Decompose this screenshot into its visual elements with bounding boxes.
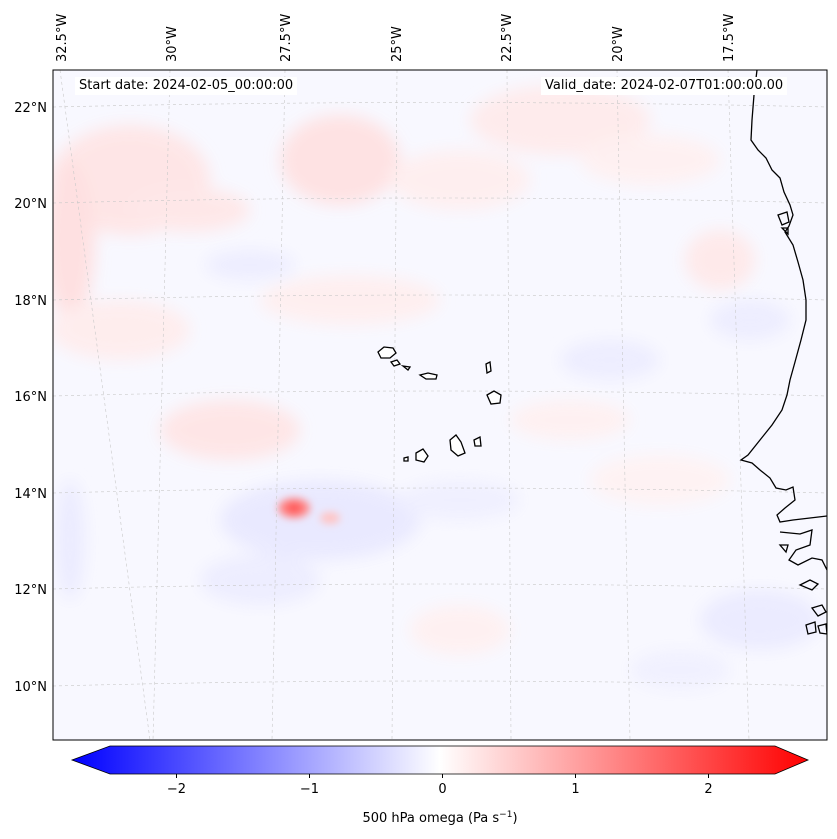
colorbar: −2 −1 0 1 2 500 hPa omega (Pa s−1) xyxy=(70,745,810,826)
west-africa-coastline xyxy=(739,70,827,635)
lon-label: 17.5°W xyxy=(722,14,737,62)
colorbar-tick-label: 0 xyxy=(438,782,446,797)
lon-label: 27.5°W xyxy=(279,14,294,62)
lat-label: 10°N xyxy=(14,680,47,695)
colorbar-tick-label: −2 xyxy=(167,782,186,797)
latitude-labels: 22°N 20°N 18°N 16°N 14°N 12°N 10°N xyxy=(14,101,47,695)
lon-label: 22.5°W xyxy=(500,14,515,62)
lat-label: 16°N xyxy=(14,390,47,405)
graticule xyxy=(53,70,827,740)
map-frame xyxy=(52,69,828,741)
lat-label: 20°N xyxy=(14,197,47,212)
valid-date-label: Valid_date: 2024-02-07T01:00:00.00 xyxy=(541,77,788,95)
omega-negative-field xyxy=(55,250,820,690)
lon-label: 20°W xyxy=(611,26,626,62)
lat-label: 14°N xyxy=(14,487,47,502)
cape-verde-islands xyxy=(377,346,502,463)
lon-label: 25°W xyxy=(390,26,405,62)
longitude-labels: 32.5°W 30°W 27.5°W 25°W 22.5°W 20°W 17.5… xyxy=(55,14,737,62)
colorbar-tick-label: −1 xyxy=(300,782,319,797)
lon-label: 32.5°W xyxy=(55,14,70,62)
omega-hotspot xyxy=(278,498,340,524)
colorbar-body xyxy=(70,745,810,775)
colorbar-ticks: −2 −1 0 1 2 xyxy=(167,774,713,797)
omega-positive-field xyxy=(53,85,755,655)
colorbar-tick-label: 1 xyxy=(571,782,579,797)
lat-label: 22°N xyxy=(14,101,47,116)
lat-label: 12°N xyxy=(14,583,47,598)
lat-label: 18°N xyxy=(14,294,47,309)
colorbar-tick-label: 2 xyxy=(704,782,712,797)
lon-label: 30°W xyxy=(165,26,180,62)
colorbar-label: 500 hPa omega (Pa s−1) xyxy=(362,810,517,826)
map-panel xyxy=(53,70,827,740)
start-date-label: Start date: 2024-02-05_00:00:00 xyxy=(75,77,298,95)
